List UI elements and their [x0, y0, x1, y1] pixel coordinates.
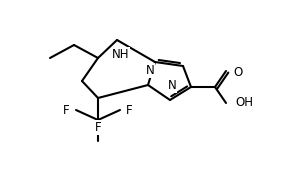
Text: O: O — [233, 67, 242, 80]
Text: F: F — [95, 121, 101, 134]
Text: NH: NH — [112, 48, 130, 61]
Text: N: N — [146, 64, 154, 77]
Text: OH: OH — [235, 96, 253, 109]
Text: F: F — [126, 104, 133, 117]
Text: F: F — [63, 104, 70, 117]
Text: N: N — [168, 79, 176, 92]
